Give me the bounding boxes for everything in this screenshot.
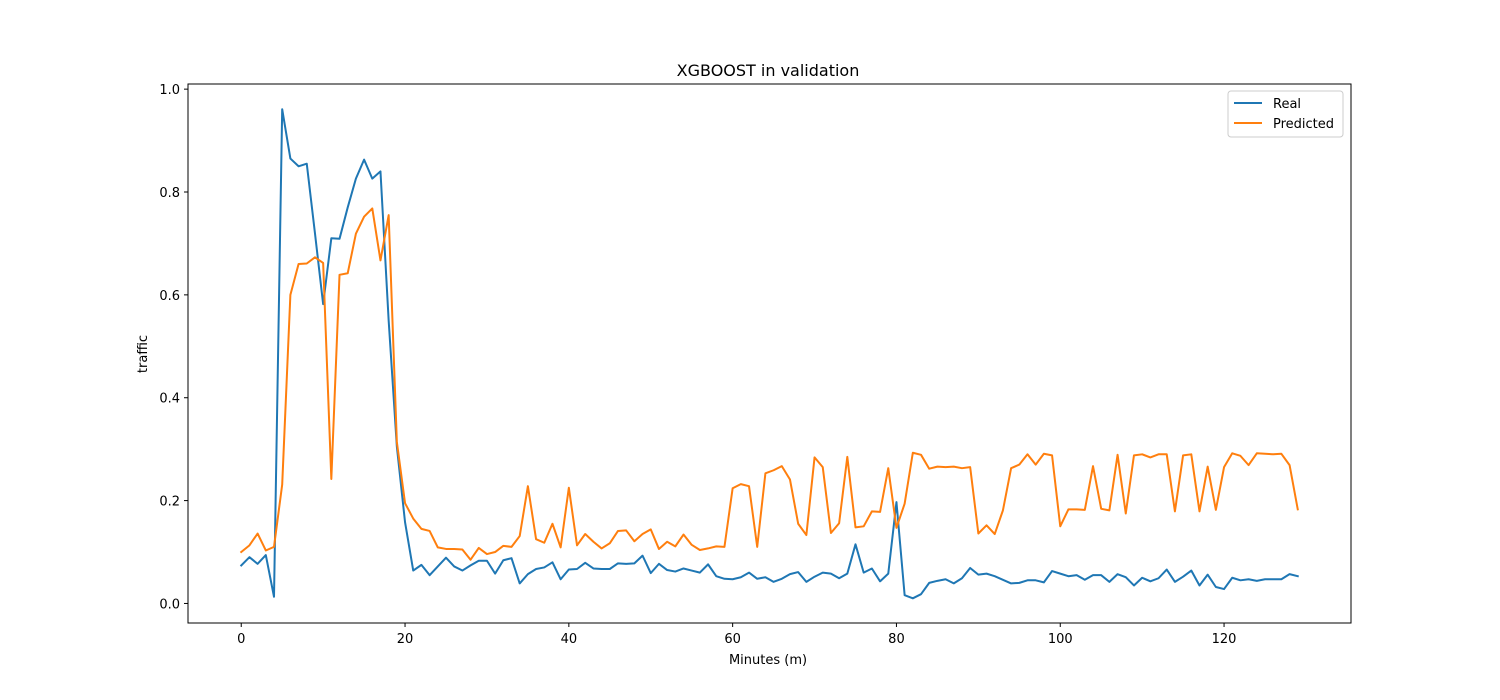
y-tick-label: 0.2 — [159, 495, 180, 510]
x-tick-label: 60 — [724, 632, 741, 647]
y-axis-ticks: 0.0 0.2 0.4 0.6 0.8 1.0 — [159, 83, 188, 612]
y-axis-label: traffic — [136, 335, 151, 373]
x-tick-label: 100 — [1048, 632, 1073, 647]
legend: Real Predicted — [1227, 90, 1344, 138]
series-lines — [239, 108, 1299, 600]
x-axis-ticks: 0 20 40 60 80 100 120 — [237, 623, 1236, 647]
series-line-real — [239, 108, 1299, 600]
y-tick-label: 1.0 — [159, 83, 180, 98]
x-tick-label: 0 — [237, 632, 245, 647]
x-axis-label: Minutes (m) — [729, 653, 807, 668]
x-tick-label: 40 — [561, 632, 578, 647]
legend-real-label: Real — [1273, 97, 1301, 112]
y-tick-label: 0.6 — [159, 289, 180, 304]
chart-title: XGBOOST in validation — [677, 61, 860, 80]
y-tick-label: 0.0 — [159, 597, 180, 612]
x-tick-label: 120 — [1212, 632, 1237, 647]
y-tick-label: 0.8 — [159, 186, 180, 201]
x-tick-label: 80 — [888, 632, 905, 647]
series-line-predicted — [239, 207, 1299, 561]
plot-frame — [187, 83, 1352, 624]
y-tick-label: 0.4 — [159, 392, 180, 407]
legend-predicted-label: Predicted — [1273, 117, 1334, 132]
x-tick-label: 20 — [397, 632, 414, 647]
